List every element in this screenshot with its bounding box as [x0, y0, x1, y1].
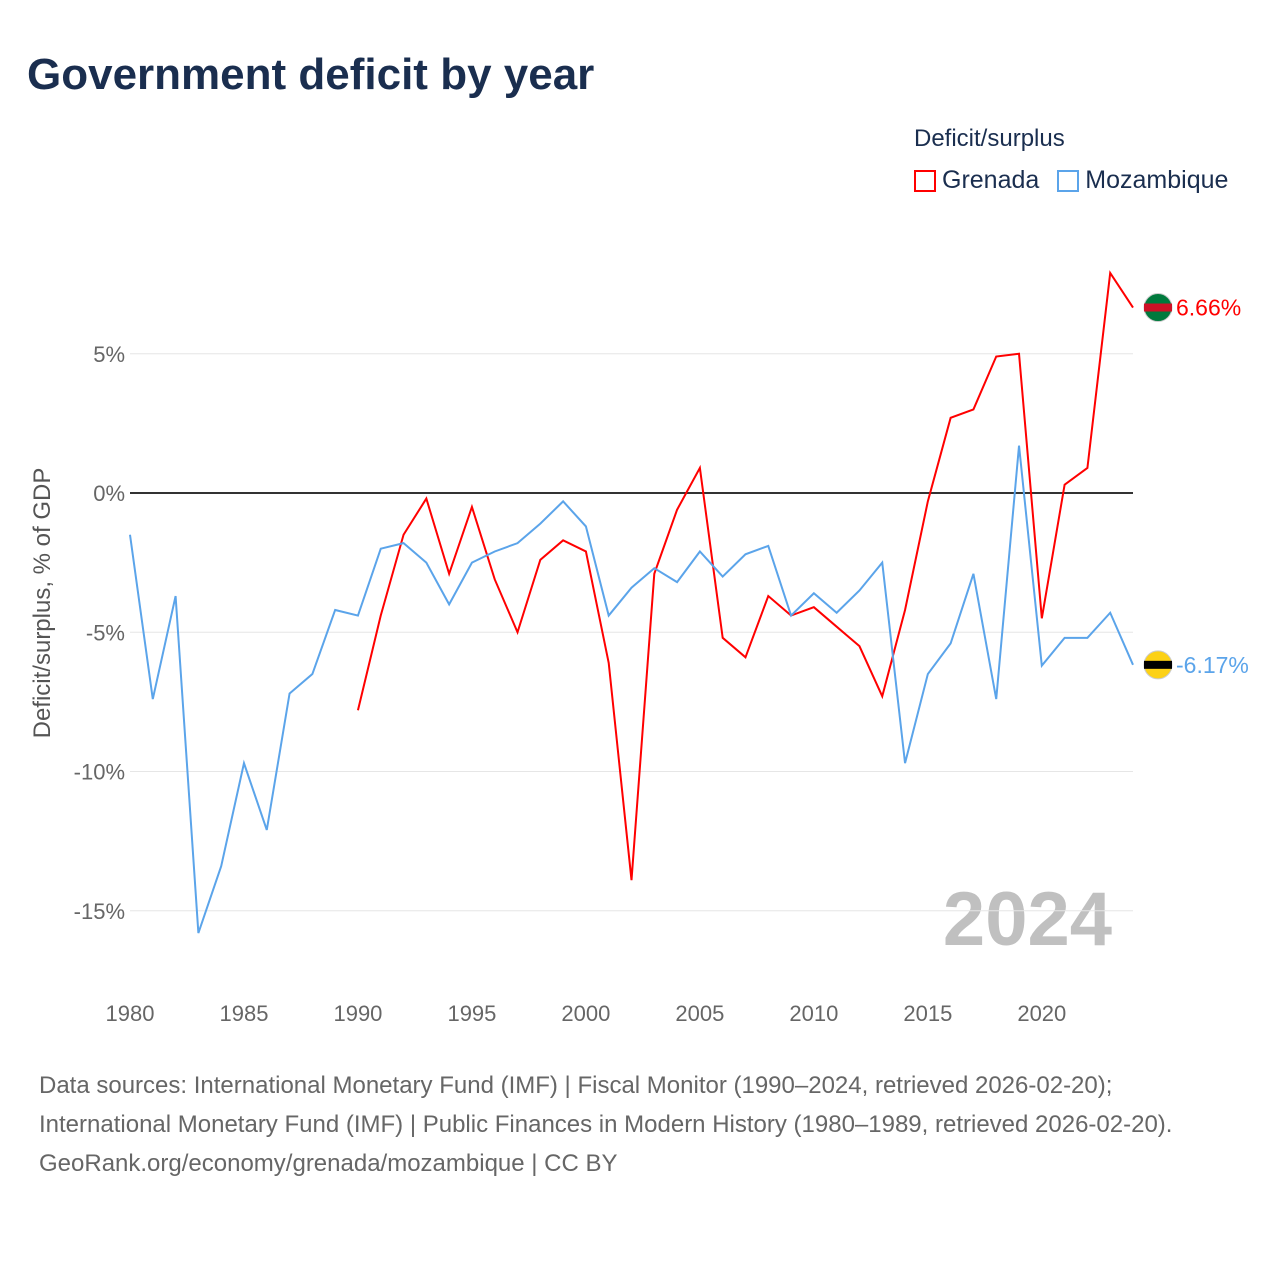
legend-item-grenada[interactable]: Grenada [914, 166, 1039, 195]
legend-swatch-grenada [914, 169, 936, 192]
legend-label: Mozambique [1085, 166, 1229, 194]
y-axis-label: Deficit/surplus, % of GDP [29, 468, 56, 739]
year-watermark: 2024 [943, 877, 1112, 962]
y-tick-label: 0% [93, 481, 125, 506]
y-tick-label: -5% [86, 620, 125, 645]
x-tick-label: 2000 [561, 1001, 610, 1026]
x-tick-label: 1980 [106, 1001, 155, 1026]
x-tick-label: 1985 [220, 1001, 269, 1026]
flag-band [1144, 303, 1172, 312]
x-tick-label: 2020 [1017, 1001, 1066, 1026]
series-line-grenada [356, 270, 1134, 881]
y-tick-label: -15% [74, 899, 125, 924]
legend: Grenada Mozambique [914, 166, 1228, 195]
flag-grenada-icon [1143, 293, 1173, 323]
legend-label: Grenada [942, 166, 1040, 194]
flag-band [1144, 660, 1172, 669]
series-line-mozambique [129, 445, 1134, 934]
legend-title: Deficit/surplus [914, 125, 1065, 152]
end-value-label-mozambique: -6.17% [1176, 652, 1249, 678]
flag-mozambique-icon [1143, 650, 1173, 680]
x-tick-label: 1990 [333, 1001, 382, 1026]
x-tick-label: 1995 [447, 1001, 496, 1026]
y-tick-label: -10% [74, 760, 125, 785]
x-tick-label: 2005 [675, 1001, 724, 1026]
line-chart: 2024 Deficit/surplus, % of GDP 5% 0% -5% -1… [29, 270, 1249, 1026]
x-tick-label: 2010 [789, 1001, 838, 1026]
end-value-label-grenada: 6.66% [1176, 295, 1241, 321]
chart-title: Government deficit by year [27, 50, 595, 99]
data-sources: Data sources: International Monetary Fun… [39, 1072, 1173, 1138]
y-tick-label: 5% [93, 342, 125, 367]
footer: Data sources: International Monetary Fun… [39, 1066, 1239, 1183]
legend-item-mozambique[interactable]: Mozambique [1057, 166, 1228, 195]
x-tick-label: 2015 [903, 1001, 952, 1026]
attribution-link[interactable]: GeoRank.org/economy/grenada/mozambique |… [39, 1150, 618, 1177]
legend-swatch-mozambique [1057, 169, 1080, 192]
